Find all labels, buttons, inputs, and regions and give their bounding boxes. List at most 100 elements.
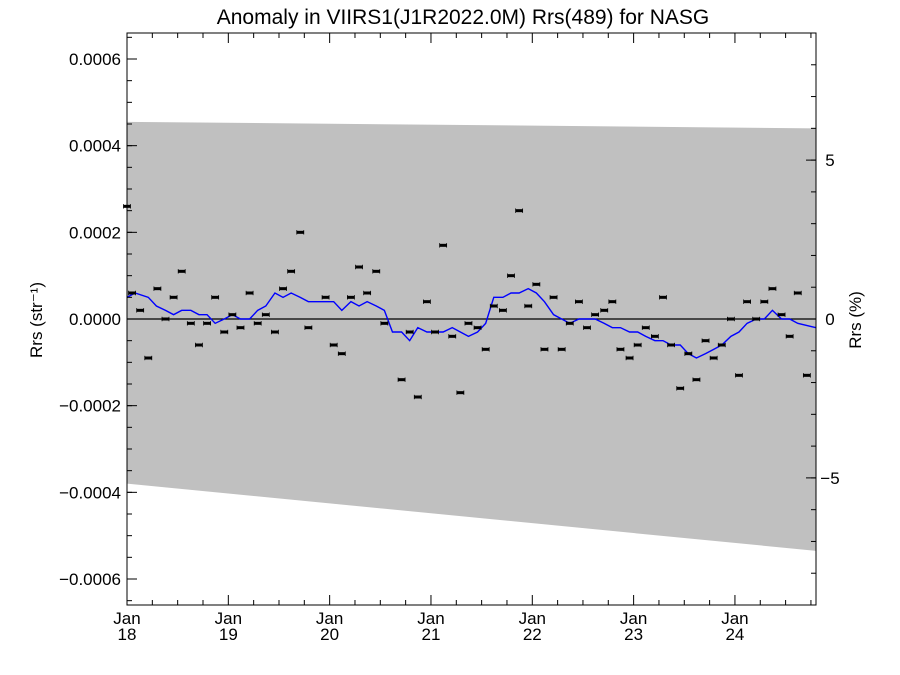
x-tick-label-month: Jan <box>316 609 343 628</box>
x-tick-label-month: Jan <box>620 609 647 628</box>
data-point <box>616 347 625 352</box>
data-point-mark <box>414 395 422 399</box>
data-point <box>549 295 558 300</box>
x-tick-label-month: Jan <box>113 609 140 628</box>
data-point <box>667 342 676 348</box>
data-point <box>591 312 600 317</box>
data-point-mark <box>743 300 751 304</box>
data-point <box>144 355 153 361</box>
data-point-mark <box>271 330 279 334</box>
data-point-mark <box>786 334 794 338</box>
data-point <box>177 269 186 274</box>
data-point-mark <box>330 343 338 347</box>
data-point-mark <box>187 321 195 325</box>
data-point <box>161 316 170 322</box>
data-point <box>296 230 305 235</box>
data-point <box>245 290 254 296</box>
data-point <box>802 373 811 378</box>
data-point-mark <box>735 373 743 377</box>
data-point <box>793 290 802 296</box>
data-point <box>625 355 634 361</box>
data-point <box>321 295 330 300</box>
data-point-mark <box>153 287 161 291</box>
data-point <box>473 325 482 330</box>
x-tick-label-year: 20 <box>320 625 339 644</box>
data-point <box>304 325 313 330</box>
data-point <box>347 295 355 300</box>
data-point <box>136 308 145 313</box>
data-point <box>228 312 237 317</box>
data-point-mark <box>794 291 802 295</box>
data-point <box>236 325 245 330</box>
data-point <box>650 334 659 339</box>
x-tick-label-month: Jan <box>417 609 444 628</box>
trend-line <box>126 287 817 359</box>
uncertainty-band-layer <box>127 121 816 551</box>
data-point <box>456 390 465 395</box>
data-point-mark <box>490 304 498 308</box>
y-tick-label-left: 0.0000 <box>69 310 121 329</box>
data-point-mark <box>642 326 650 330</box>
data-point <box>709 355 718 361</box>
x-tick-label-month: Jan <box>519 609 546 628</box>
data-point <box>768 286 777 291</box>
data-point <box>380 321 389 326</box>
data-point-mark <box>566 321 574 325</box>
y-tick-label-left: 0.0002 <box>69 223 121 242</box>
data-point <box>515 208 524 213</box>
data-point <box>659 295 667 300</box>
data-point <box>600 308 609 313</box>
data-point-mark <box>464 321 472 325</box>
uncertainty-band <box>127 121 816 551</box>
data-point-mark <box>727 317 735 321</box>
y-tick-label-left: −0.0006 <box>59 570 121 589</box>
data-point-mark <box>178 269 186 273</box>
data-point-mark <box>254 321 262 325</box>
data-point <box>575 299 583 304</box>
data-point-mark <box>203 321 211 325</box>
data-point <box>676 386 685 391</box>
data-point-mark <box>692 378 700 382</box>
data-point <box>431 329 439 335</box>
data-point-mark <box>760 300 768 304</box>
data-point <box>540 347 549 352</box>
data-point-mark <box>279 287 287 291</box>
data-point <box>684 351 693 356</box>
data-point <box>355 264 363 270</box>
data-point <box>481 347 490 352</box>
y-tick-label-right: 5 <box>825 151 834 170</box>
data-point-mark <box>304 326 312 330</box>
data-point-mark <box>591 313 599 317</box>
axis-ticks-layer: 0.0006 0.0004 0.0002 0.0000 −0.0002 −0.0004 −0… <box>59 33 840 644</box>
data-point-mark <box>676 386 684 390</box>
y-tick-label-left: 0.0006 <box>69 50 121 69</box>
data-point-mark <box>287 269 295 273</box>
data-point-mark <box>684 352 692 356</box>
data-point-mark <box>439 243 447 247</box>
data-point-mark <box>752 317 760 321</box>
x-tick-label-year: 18 <box>118 625 137 644</box>
data-point <box>464 321 473 326</box>
data-point-mark <box>499 308 507 312</box>
data-point <box>439 243 448 248</box>
data-points-layer <box>123 204 811 400</box>
data-point-mark <box>778 313 786 317</box>
data-point-mark <box>448 334 456 338</box>
data-point <box>279 286 287 291</box>
data-point-mark <box>575 300 583 304</box>
data-point-mark <box>651 334 659 338</box>
data-point-mark <box>667 343 675 347</box>
data-point <box>532 282 541 287</box>
data-point-mark <box>211 295 219 299</box>
data-point <box>777 312 786 317</box>
data-point <box>726 316 735 322</box>
data-point-mark <box>363 291 371 295</box>
data-point-mark <box>423 300 431 304</box>
data-point-mark <box>702 339 710 343</box>
x-tick-label-year: 23 <box>624 625 643 644</box>
data-point-mark <box>338 352 346 356</box>
data-point <box>743 299 751 304</box>
data-point-mark <box>144 356 152 360</box>
data-point-mark <box>626 356 634 360</box>
